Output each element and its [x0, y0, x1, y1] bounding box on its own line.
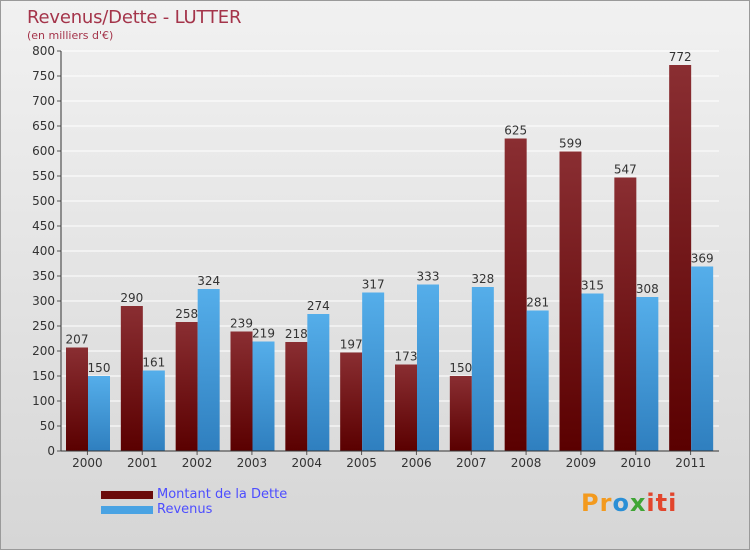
data-label: 274 — [307, 299, 330, 313]
x-tick-label: 2008 — [511, 456, 542, 470]
x-tick-label: 2007 — [456, 456, 487, 470]
data-label: 333 — [417, 270, 440, 284]
x-tick-label: 2006 — [401, 456, 432, 470]
bar-dette — [395, 364, 417, 451]
data-label: 239 — [230, 317, 253, 331]
y-axis: 0 50 100 150 200 250 300 350 400 450 500 550 600 650 7… — [32, 44, 62, 458]
chart-subtitle: (en milliers d'€) — [27, 29, 114, 42]
bar-dette — [285, 342, 308, 451]
bar-dette — [559, 151, 582, 451]
data-label: 161 — [142, 356, 165, 370]
data-label: 290 — [120, 291, 143, 305]
data-label: 308 — [636, 282, 659, 296]
data-label: 281 — [526, 296, 549, 310]
y-tick-label: 100 — [32, 394, 55, 408]
x-axis: 2000 2001 2002 2003 2004 2005 2006 2007 2008 2009… — [61, 450, 719, 470]
legend-swatch-revenus — [101, 506, 153, 514]
bar-revenus — [197, 289, 220, 451]
data-label: 315 — [581, 279, 604, 293]
data-label: 599 — [559, 137, 582, 151]
data-label: 197 — [340, 338, 363, 352]
y-tick-label: 0 — [47, 444, 55, 458]
bar-revenus — [252, 341, 275, 451]
data-label: 772 — [669, 50, 692, 64]
x-tick-label: 2005 — [346, 456, 377, 470]
x-tick-label: 2009 — [566, 456, 597, 470]
bar-dette — [340, 352, 363, 451]
data-label: 219 — [252, 327, 275, 341]
y-tick-label: 550 — [32, 169, 55, 183]
bar-revenus — [417, 284, 439, 451]
bar-dette — [230, 331, 253, 451]
bar-revenus — [581, 293, 604, 451]
legend-label-revenus: Revenus — [157, 502, 213, 517]
bar-dette — [120, 306, 143, 451]
bar-dette — [449, 376, 472, 451]
data-label: 317 — [362, 278, 385, 292]
x-tick-label: 2004 — [291, 456, 322, 470]
bar-revenus — [526, 310, 549, 451]
y-tick-label: 700 — [32, 94, 55, 108]
data-label: 328 — [471, 272, 494, 286]
bar-revenus — [691, 266, 714, 451]
bar-dette — [66, 347, 88, 451]
y-tick-label: 750 — [32, 69, 55, 83]
grid-lines — [61, 50, 719, 452]
x-tick-label: 2003 — [237, 456, 268, 470]
y-tick-label: 150 — [32, 369, 55, 383]
x-tick-label: 2001 — [127, 456, 158, 470]
bars — [66, 65, 714, 451]
bar-dette — [504, 138, 527, 451]
bar-dette — [614, 177, 637, 451]
bar-revenus — [88, 376, 110, 451]
data-label: 173 — [395, 350, 418, 364]
data-label: 547 — [614, 163, 637, 177]
bar-revenus — [307, 314, 330, 451]
data-label: 258 — [175, 307, 198, 321]
y-tick-label: 450 — [32, 219, 55, 233]
bar-dette — [175, 322, 198, 451]
chart-title: Revenus/Dette - LUTTER — [27, 7, 242, 28]
data-label: 207 — [66, 333, 89, 347]
bar-revenus — [362, 292, 385, 451]
data-label: 150 — [88, 361, 111, 375]
legend-label-dette: Montant de la Dette — [157, 487, 288, 502]
y-tick-label: 800 — [32, 44, 55, 58]
proxiti-logo: Proxiti — [581, 489, 678, 517]
y-tick-label: 350 — [32, 269, 55, 283]
bar-dette — [669, 65, 692, 451]
bar-revenus — [471, 287, 494, 451]
y-tick-label: 200 — [32, 344, 55, 358]
data-label: 324 — [197, 274, 220, 288]
y-tick-label: 500 — [32, 194, 55, 208]
bar-revenus — [636, 297, 659, 451]
y-tick-label: 600 — [32, 144, 55, 158]
y-tick-label: 50 — [40, 419, 55, 433]
x-tick-label: 2000 — [72, 456, 103, 470]
data-label: 369 — [691, 252, 714, 266]
x-tick-label: 2011 — [675, 456, 706, 470]
bar-revenus — [142, 370, 165, 451]
y-tick-label: 650 — [32, 119, 55, 133]
legend-swatch-dette — [101, 491, 153, 499]
data-label: 625 — [504, 124, 527, 138]
data-label: 218 — [285, 327, 308, 341]
y-tick-label: 400 — [32, 244, 55, 258]
y-tick-label: 300 — [32, 294, 55, 308]
x-tick-label: 2010 — [620, 456, 651, 470]
y-tick-label: 250 — [32, 319, 55, 333]
x-tick-label: 2002 — [182, 456, 213, 470]
data-label: 150 — [449, 361, 472, 375]
